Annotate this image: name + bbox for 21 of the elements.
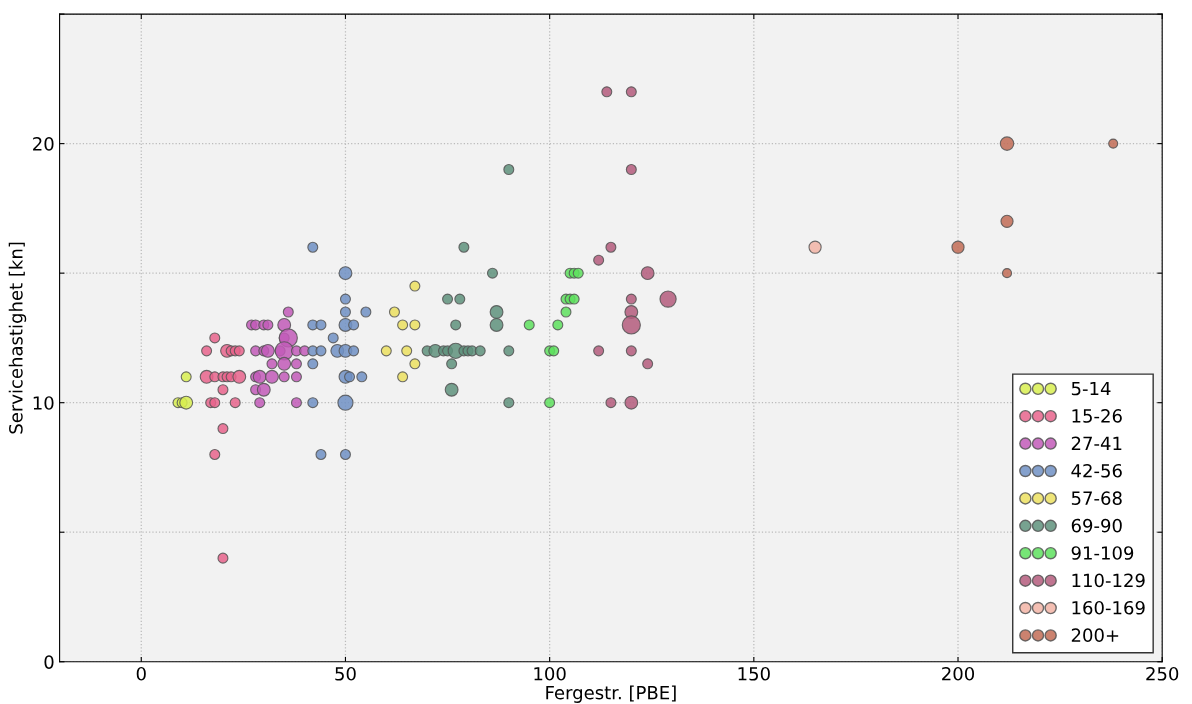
y-tick-label: 10: [33, 396, 54, 410]
x-axis-title: Fergestr. [PBE]: [546, 685, 676, 703]
y-axis-title: Servicehastighet [kn]: [8, 242, 27, 434]
x-tick-label: 250: [1146, 666, 1179, 681]
legend-label: 42-56: [1071, 463, 1122, 478]
x-tick-label: 50: [335, 666, 356, 681]
y-tick-label: 0: [44, 655, 54, 669]
legend-label: 160-169: [1072, 600, 1145, 615]
x-tick-label: 200: [942, 666, 975, 681]
legend-label: 5-14: [1071, 381, 1111, 396]
legend-label: 27-41: [1071, 436, 1122, 450]
x-tick-label: 150: [738, 666, 770, 681]
legend-label: 57-68: [1071, 491, 1122, 505]
legend-label: 69-90: [1071, 518, 1122, 533]
legend-label: 110-129: [1072, 573, 1145, 588]
legend-label: 15-26: [1072, 409, 1122, 423]
x-tick-label: 100: [534, 666, 566, 681]
legend-label: 91-109: [1071, 546, 1134, 560]
x-tick-label: 0: [136, 666, 146, 681]
y-tick-label: 20: [33, 137, 54, 151]
legend-label: 200+: [1071, 628, 1119, 643]
